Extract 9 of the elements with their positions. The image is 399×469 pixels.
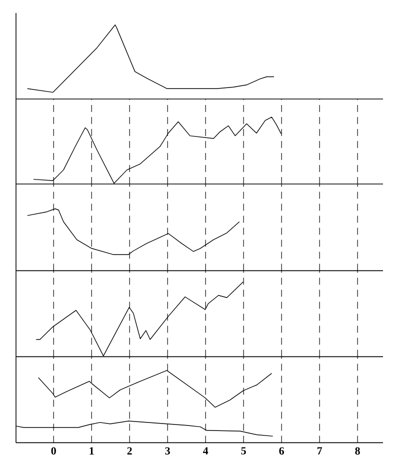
x-tick-label: 0 — [51, 447, 56, 455]
x-tick-label: 6 — [279, 447, 284, 455]
x-tick-label: 5 — [241, 447, 246, 454]
x-tick-label: 8 — [355, 447, 360, 455]
x-tick-label: 4 — [203, 447, 208, 454]
x-tick-label: 1 — [90, 447, 94, 454]
x-tick-label: 3 — [165, 447, 170, 455]
x-tick-label: 7 — [317, 447, 322, 454]
x-tick-label: 2 — [127, 447, 132, 454]
